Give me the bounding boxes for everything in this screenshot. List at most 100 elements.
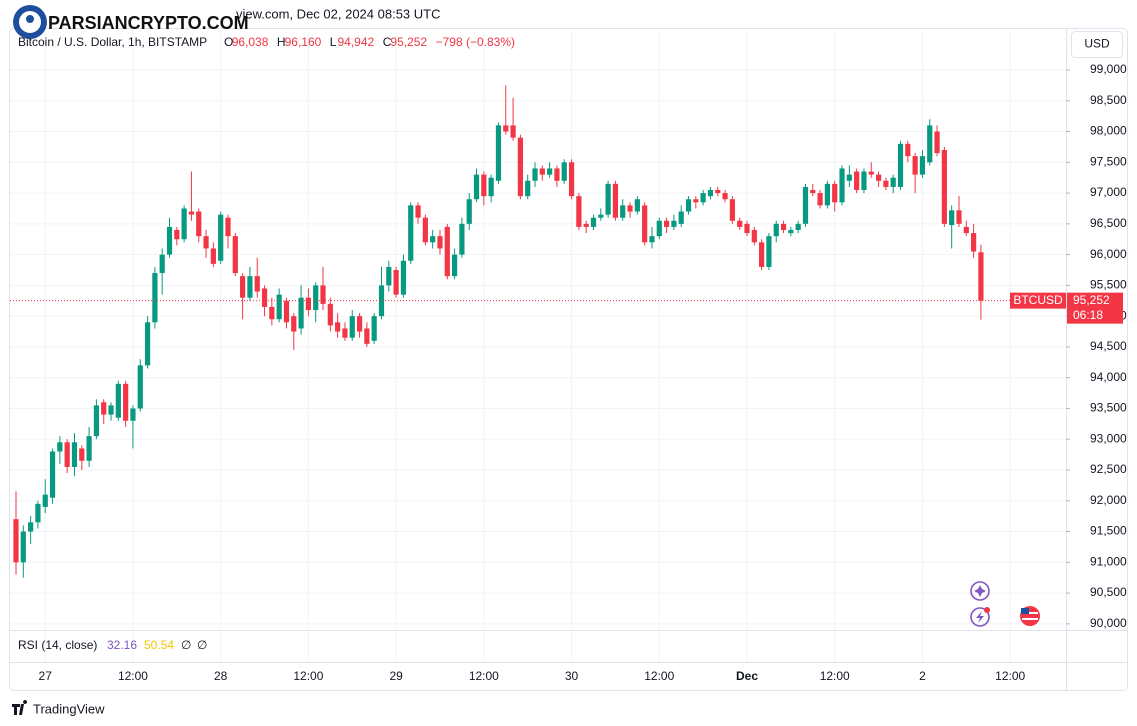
y-tick-label: 95,500 xyxy=(1090,278,1127,292)
candle-body xyxy=(188,211,195,215)
symbol-line: Bitcoin / U.S. Dollar, 1h, BITSTAMP xyxy=(18,35,207,49)
ohlc-value: 94,942 xyxy=(338,35,375,49)
candle-body xyxy=(949,210,955,226)
event-icon-bolt xyxy=(976,611,984,623)
candle-body xyxy=(612,183,619,218)
candle-body xyxy=(671,220,677,227)
candle-body xyxy=(759,242,765,267)
candle-body xyxy=(883,180,889,187)
candle-body xyxy=(232,236,238,274)
candle-body xyxy=(780,223,787,230)
candle-body xyxy=(386,266,392,286)
candle-body xyxy=(422,217,428,243)
snapshot-line: view.com, Dec 02, 2024 08:53 UTC xyxy=(236,6,441,21)
watermark-logo xyxy=(13,5,47,39)
candle-body xyxy=(912,156,918,175)
candle-body xyxy=(503,125,509,132)
candle-body xyxy=(971,233,977,252)
candle-body xyxy=(42,494,48,507)
candle-body xyxy=(305,297,311,310)
candle-body xyxy=(817,193,823,206)
candle-body xyxy=(473,174,480,200)
candle-body xyxy=(283,300,290,323)
candle-body xyxy=(210,248,216,264)
candle-body xyxy=(291,316,297,332)
candle-body xyxy=(766,236,772,267)
candle-body xyxy=(956,210,962,224)
rsi-extra: ∅ xyxy=(197,638,207,652)
candle-body xyxy=(466,199,472,224)
candle-body xyxy=(57,442,63,452)
candle-body xyxy=(737,220,743,227)
y-tick-label: 97,500 xyxy=(1090,154,1127,168)
y-tick-label: 93,000 xyxy=(1090,431,1127,445)
candle-body xyxy=(583,223,589,227)
candle-body xyxy=(437,236,443,249)
candle-body xyxy=(751,230,757,243)
candle-body xyxy=(795,223,801,230)
candle-body xyxy=(875,174,882,181)
candle-body xyxy=(408,205,414,261)
event-icon[interactable] xyxy=(970,607,990,627)
x-tick-label: 29 xyxy=(389,669,403,683)
candle-body xyxy=(649,236,655,243)
y-tick-label: 98,500 xyxy=(1090,93,1127,107)
candle-body xyxy=(722,193,728,200)
x-tick-label: 30 xyxy=(565,669,579,683)
candle-body xyxy=(905,143,911,157)
candle-body xyxy=(773,223,779,237)
currency-label[interactable]: USD xyxy=(1084,37,1110,51)
candle-body xyxy=(642,205,648,243)
candle-body xyxy=(715,190,721,194)
y-tick-label: 94,000 xyxy=(1090,370,1127,384)
candle-body xyxy=(298,297,304,329)
candle-body xyxy=(934,131,940,154)
candle-body xyxy=(93,405,100,437)
candle-body xyxy=(656,220,662,237)
y-tick-label: 93,500 xyxy=(1090,401,1127,415)
candle-body xyxy=(605,183,611,215)
candle-body xyxy=(218,214,224,261)
y-tick-label: 91,500 xyxy=(1090,524,1127,538)
candle-body xyxy=(854,171,860,190)
rsi-value: 50.54 xyxy=(144,638,174,652)
candle-body xyxy=(532,168,538,181)
candle-body xyxy=(130,408,136,421)
y-tick-label: 91,000 xyxy=(1090,554,1127,568)
candle-body xyxy=(64,442,70,467)
rsi-value: 32.16 xyxy=(107,638,137,652)
currency-button[interactable] xyxy=(1071,31,1123,58)
ohlc-value: 96,038 xyxy=(232,35,269,49)
candle-body xyxy=(247,276,253,298)
candle-body xyxy=(327,303,333,326)
candle-body xyxy=(481,174,487,197)
candle-body xyxy=(20,531,26,563)
x-tick-label: 12:00 xyxy=(644,669,674,683)
ohlc-key: L xyxy=(330,35,337,49)
candle-body xyxy=(663,220,670,227)
candle-body xyxy=(700,193,706,203)
candle-body xyxy=(488,177,494,197)
flag-stripe xyxy=(1022,618,1038,620)
candle-body xyxy=(393,270,399,295)
candle-body xyxy=(963,226,969,234)
footer-logo xyxy=(12,700,28,715)
candle-body xyxy=(108,405,114,415)
candle-body xyxy=(335,322,341,332)
countdown: 06:18 xyxy=(1073,308,1103,322)
event-icon-star xyxy=(974,585,986,597)
candle-body xyxy=(707,190,714,197)
candle-body xyxy=(203,236,209,249)
candle-body xyxy=(824,183,831,206)
candle-body xyxy=(123,383,129,421)
event-icon[interactable] xyxy=(970,581,990,601)
candle-body xyxy=(430,236,436,243)
candle-body xyxy=(371,316,377,341)
candle-body xyxy=(196,211,202,237)
candle-body xyxy=(49,451,56,498)
candle-body xyxy=(839,168,845,203)
footer-text: TradingView xyxy=(33,701,105,716)
candle-body xyxy=(13,519,19,563)
candle-body xyxy=(788,230,794,234)
candle-body xyxy=(137,365,143,409)
